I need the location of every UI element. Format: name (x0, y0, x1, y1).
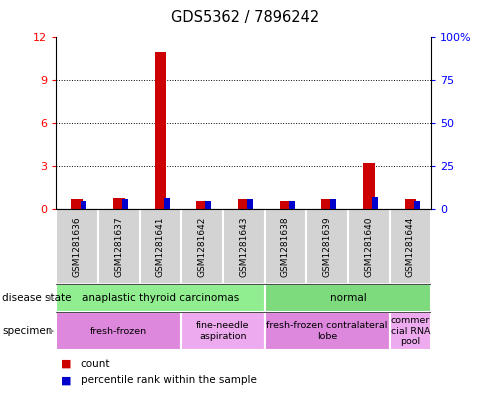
Bar (330, 199, 336, 209)
Bar (140, 209, 181, 284)
Bar (98, 209, 140, 284)
Text: GDS5362 / 7896242: GDS5362 / 7896242 (171, 10, 319, 25)
Bar (280, 201, 291, 209)
Text: GSM1281643: GSM1281643 (239, 217, 248, 277)
Bar (390, 312, 431, 350)
Bar (363, 163, 374, 209)
Text: fresh-frozen: fresh-frozen (90, 327, 147, 336)
Bar (164, 198, 170, 209)
Bar (223, 209, 265, 284)
Text: GSM1281639: GSM1281639 (322, 217, 332, 277)
Bar (56, 284, 265, 312)
Bar (390, 209, 431, 284)
Bar (265, 284, 431, 312)
Bar (306, 209, 348, 284)
Text: GSM1281642: GSM1281642 (197, 217, 207, 277)
Text: GSM1281636: GSM1281636 (73, 217, 82, 277)
Text: GSM1281644: GSM1281644 (406, 217, 415, 277)
Bar (56, 209, 98, 284)
Bar (265, 209, 306, 284)
Text: GSM1281638: GSM1281638 (281, 217, 290, 277)
Bar (56, 312, 181, 350)
Text: commer
cial RNA
pool: commer cial RNA pool (391, 316, 430, 346)
Bar (80, 201, 86, 209)
Text: GSM1281641: GSM1281641 (156, 217, 165, 277)
Text: GSM1281640: GSM1281640 (364, 217, 373, 277)
Bar (205, 201, 211, 209)
Bar (414, 201, 419, 209)
Bar (238, 199, 249, 209)
Bar (265, 312, 390, 350)
Text: disease state: disease state (2, 293, 72, 303)
Bar (181, 209, 223, 284)
Bar (113, 198, 124, 209)
Text: fine-needle
aspiration: fine-needle aspiration (196, 321, 250, 341)
Bar (155, 52, 166, 209)
Text: ■: ■ (61, 375, 72, 386)
Text: normal: normal (329, 293, 366, 303)
Bar (196, 201, 208, 209)
Bar (372, 196, 378, 209)
Bar (289, 201, 294, 209)
Bar (321, 199, 333, 209)
Bar (72, 199, 83, 209)
Text: anaplastic thyroid carcinomas: anaplastic thyroid carcinomas (82, 293, 239, 303)
Text: ■: ■ (61, 358, 72, 369)
Text: fresh-frozen contralateral
lobe: fresh-frozen contralateral lobe (267, 321, 388, 341)
Bar (247, 199, 253, 209)
Text: percentile rank within the sample: percentile rank within the sample (81, 375, 257, 386)
Bar (122, 199, 128, 209)
Bar (348, 209, 390, 284)
Text: count: count (81, 358, 110, 369)
Text: specimen: specimen (2, 326, 53, 336)
Bar (181, 312, 265, 350)
Bar (405, 199, 416, 209)
Text: GSM1281637: GSM1281637 (114, 217, 123, 277)
